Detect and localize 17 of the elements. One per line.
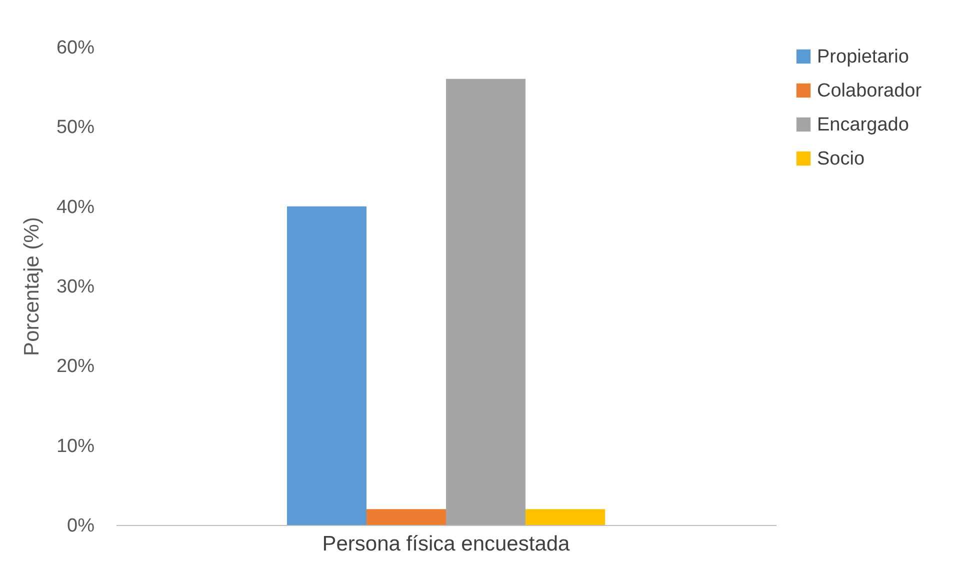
y-tick-label: 20% xyxy=(56,356,95,378)
bar xyxy=(286,206,366,525)
y-axis-title: Porcentaje (%) xyxy=(20,217,44,356)
y-tick-label: 0% xyxy=(67,516,95,536)
y-tick-label: 30% xyxy=(56,276,95,298)
legend-label: Encargado xyxy=(817,114,909,136)
bar xyxy=(446,78,526,525)
bar xyxy=(526,509,606,525)
bar xyxy=(366,509,446,525)
x-tick-label: Persona física encuestada xyxy=(322,532,570,556)
y-tick-label: 60% xyxy=(56,38,95,58)
y-tick-label: 50% xyxy=(56,117,95,138)
legend-label: Colaborador xyxy=(817,80,922,102)
y-tick-label: 10% xyxy=(56,436,95,457)
y-tick-label: 40% xyxy=(56,196,95,218)
legend-label: Socio xyxy=(817,148,865,170)
legend-label: Propietario xyxy=(817,46,909,68)
